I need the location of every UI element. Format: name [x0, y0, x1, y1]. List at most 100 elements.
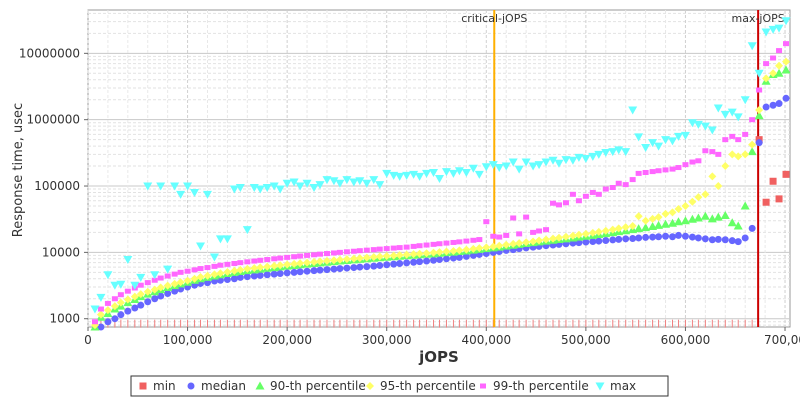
data-point	[191, 267, 198, 273]
data-point	[693, 120, 703, 129]
data-point	[362, 179, 372, 188]
data-point	[641, 144, 651, 153]
data-point	[256, 271, 264, 279]
x-tick-label: 700,00	[764, 333, 800, 347]
data-point	[270, 261, 279, 270]
data-point	[748, 140, 757, 149]
data-point	[769, 177, 777, 185]
data-point	[297, 253, 304, 259]
data-point	[594, 227, 603, 236]
data-point	[490, 233, 497, 239]
y-tick-label: 10000000	[19, 46, 80, 60]
data-point	[330, 250, 337, 256]
data-point	[462, 245, 471, 254]
data-point	[622, 182, 629, 188]
data-point	[284, 254, 291, 260]
data-point	[755, 139, 763, 147]
data-point	[516, 231, 523, 237]
data-point	[782, 170, 790, 178]
data-point	[510, 215, 517, 221]
data-point	[747, 42, 757, 51]
data-point	[329, 256, 338, 265]
data-point	[614, 146, 624, 155]
data-point	[309, 184, 319, 193]
data-point	[111, 315, 119, 323]
data-point	[461, 168, 471, 177]
data-point	[528, 162, 538, 171]
data-point	[756, 87, 763, 93]
data-point	[111, 296, 118, 302]
data-point	[429, 168, 439, 177]
data-point	[223, 275, 231, 283]
data-point	[733, 221, 743, 230]
data-point	[143, 182, 153, 191]
data-point	[171, 287, 179, 295]
data-point	[231, 260, 238, 266]
data-point	[304, 252, 311, 258]
data-point	[343, 264, 351, 272]
data-point	[741, 234, 749, 242]
data-point	[290, 259, 299, 268]
x-tick-label: 600,000	[661, 333, 711, 347]
data-point	[383, 246, 390, 252]
data-point	[197, 266, 204, 272]
data-point	[116, 280, 126, 289]
data-point	[110, 302, 119, 311]
data-point	[203, 279, 211, 287]
data-point	[701, 235, 709, 243]
data-point	[681, 232, 689, 240]
data-point	[615, 235, 623, 243]
data-point	[130, 281, 140, 290]
data-point	[629, 177, 636, 183]
data-point	[561, 232, 570, 241]
data-point	[243, 264, 252, 273]
data-point	[335, 179, 345, 188]
data-point	[702, 148, 709, 154]
data-point	[721, 162, 730, 171]
data-point	[714, 235, 722, 243]
data-point	[416, 243, 423, 249]
data-point	[714, 182, 723, 191]
data-point	[568, 156, 578, 165]
data-point	[296, 259, 305, 268]
data-point	[382, 252, 391, 261]
data-point	[669, 166, 676, 172]
data-point	[635, 234, 643, 242]
data-point	[728, 237, 736, 245]
data-point	[390, 260, 398, 268]
data-point	[237, 260, 244, 266]
data-point	[104, 318, 112, 326]
data-point	[455, 253, 463, 261]
data-point	[362, 253, 371, 262]
data-point	[183, 182, 193, 191]
data-point	[680, 131, 690, 140]
data-point	[250, 264, 259, 273]
data-point	[203, 271, 212, 280]
data-point	[96, 293, 106, 302]
data-point	[342, 176, 352, 185]
data-point	[137, 301, 145, 309]
data-point	[123, 256, 133, 265]
data-point	[727, 108, 737, 117]
data-point	[722, 137, 729, 143]
data-point	[642, 233, 650, 241]
data-point	[402, 250, 411, 259]
data-point	[454, 167, 464, 176]
data-point	[775, 61, 784, 70]
data-point	[562, 200, 569, 206]
data-point	[688, 197, 697, 206]
data-point	[601, 226, 610, 235]
data-point	[289, 178, 299, 187]
data-point	[529, 237, 538, 246]
data-point	[674, 231, 682, 239]
data-point	[634, 133, 644, 142]
data-point	[91, 319, 98, 325]
data-point	[202, 190, 212, 199]
data-point	[530, 229, 537, 235]
data-point	[622, 235, 630, 243]
data-point	[582, 193, 589, 199]
data-point	[130, 292, 139, 301]
data-point	[323, 266, 331, 274]
data-point	[742, 131, 749, 137]
data-point	[329, 177, 339, 186]
